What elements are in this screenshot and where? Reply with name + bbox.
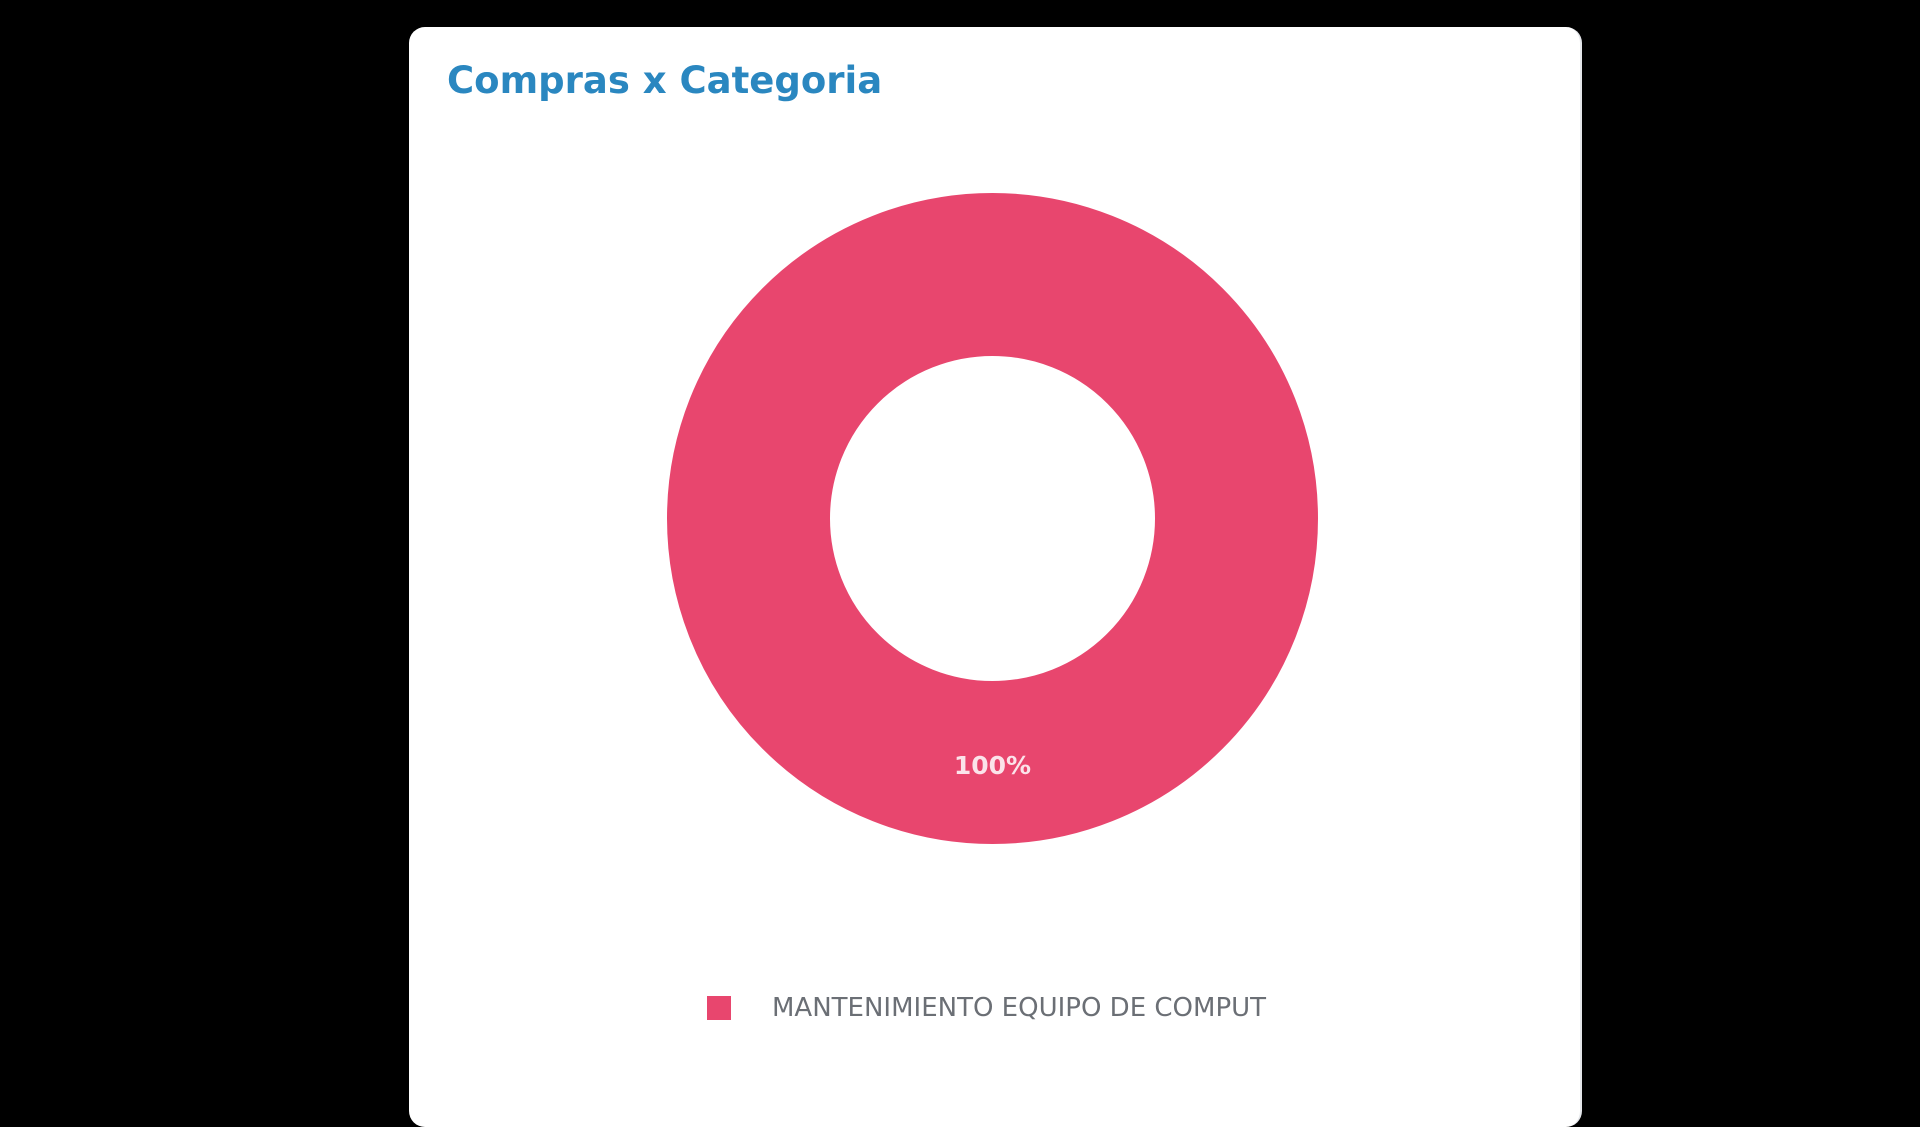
legend-item-label[interactable]: MANTENIMIENTO EQUIPO DE COMPUT	[772, 993, 1267, 1023]
chart-card: Compras x Categoria 100% MANTENIMIENTO E…	[409, 27, 1582, 1127]
donut-chart: 100%	[667, 193, 1318, 844]
donut-svg	[667, 193, 1318, 844]
chart-title: Compras x Categoria	[447, 59, 883, 102]
legend-swatch-icon[interactable]	[707, 996, 731, 1020]
chart-legend: MANTENIMIENTO EQUIPO DE COMPUT	[707, 993, 1266, 1023]
slice-percent-label: 100%	[953, 751, 1032, 780]
donut-slice-mantenimiento[interactable]	[667, 193, 1318, 844]
